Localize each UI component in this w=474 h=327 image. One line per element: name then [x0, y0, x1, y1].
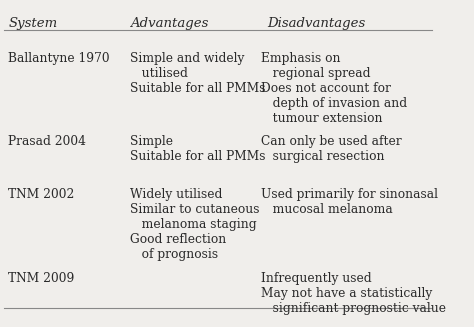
- Text: Simple
Suitable for all PMMs: Simple Suitable for all PMMs: [130, 135, 266, 163]
- Text: System: System: [9, 16, 58, 29]
- Text: Used primarily for sinonasal
   mucosal melanoma: Used primarily for sinonasal mucosal mel…: [261, 188, 438, 216]
- Text: Emphasis on
   regional spread
Does not account for
   depth of invasion and
   : Emphasis on regional spread Does not acc…: [261, 52, 407, 125]
- Text: Disadvantages: Disadvantages: [267, 16, 365, 29]
- Text: Prasad 2004: Prasad 2004: [9, 135, 86, 148]
- Text: TNM 2009: TNM 2009: [9, 272, 75, 285]
- Text: Simple and widely
   utilised
Suitable for all PMMs: Simple and widely utilised Suitable for …: [130, 52, 266, 95]
- Text: Advantages: Advantages: [129, 16, 208, 29]
- Text: TNM 2002: TNM 2002: [9, 188, 75, 201]
- Text: Widely utilised
Similar to cutaneous
   melanoma staging
Good reflection
   of p: Widely utilised Similar to cutaneous mel…: [130, 188, 260, 261]
- Text: Can only be used after
   surgical resection: Can only be used after surgical resectio…: [261, 135, 401, 163]
- Text: Infrequently used
May not have a statistically
   significant prognostic value: Infrequently used May not have a statist…: [261, 272, 446, 316]
- Text: Ballantyne 1970: Ballantyne 1970: [9, 52, 110, 65]
